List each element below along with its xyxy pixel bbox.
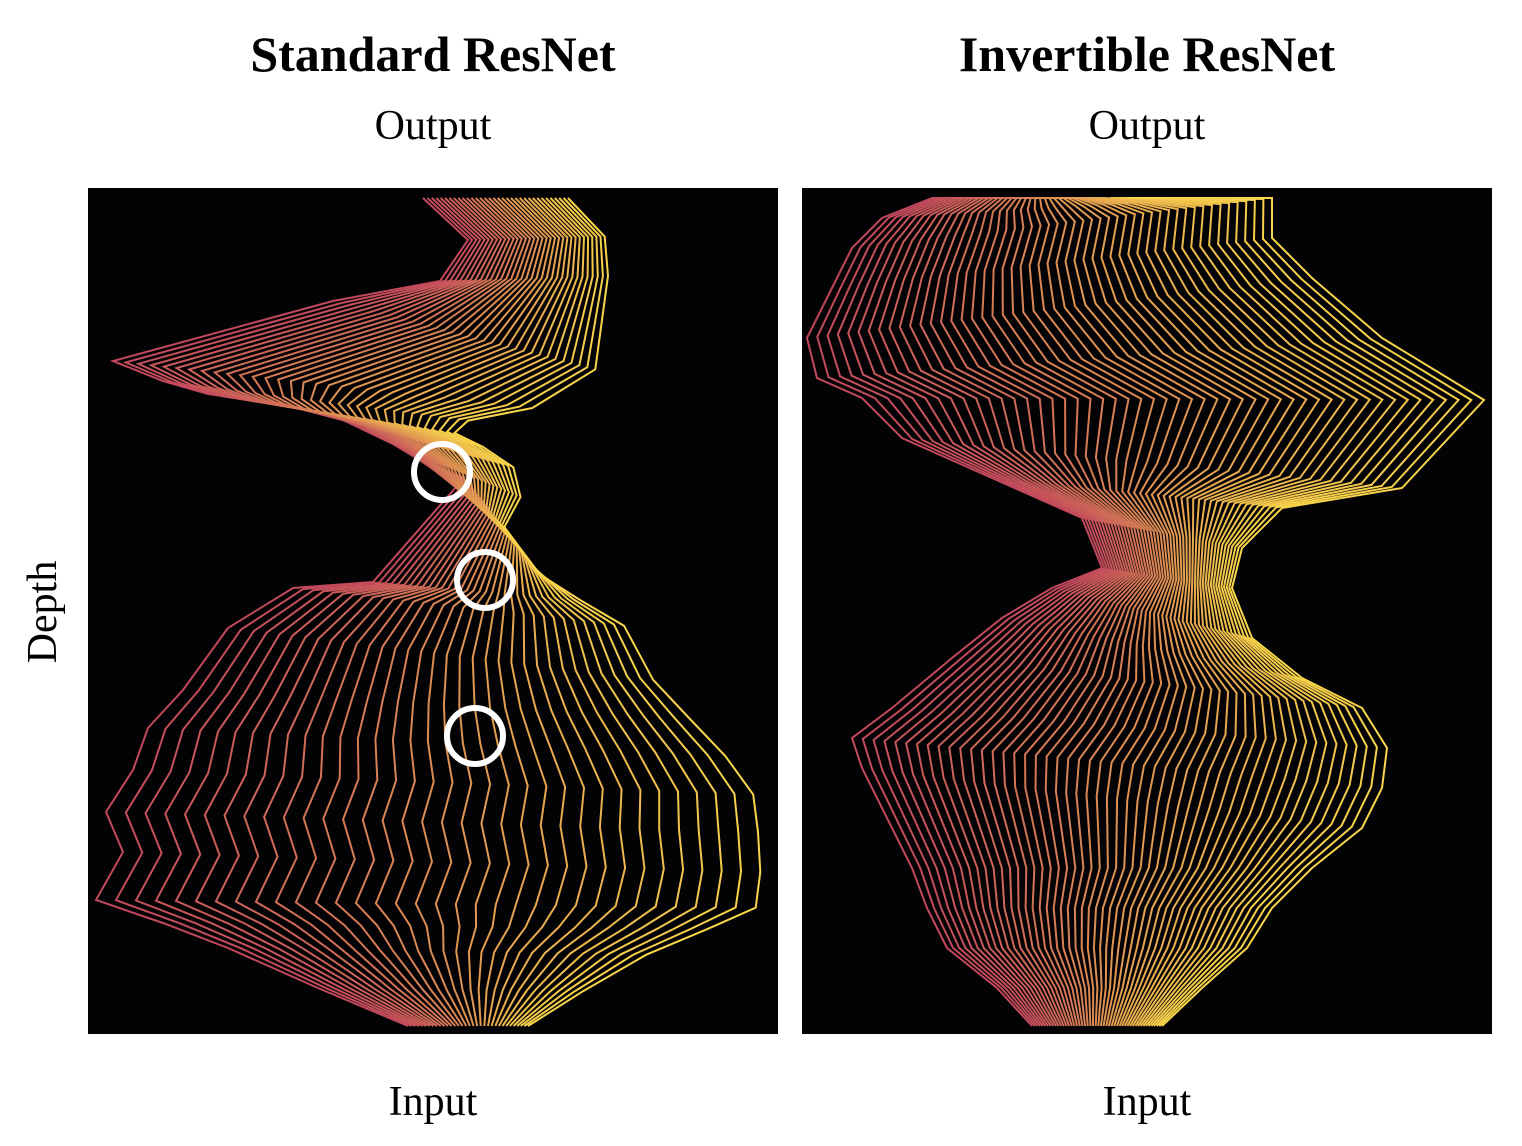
standard-trajectory (309, 197, 536, 1027)
standard-trajectory (430, 197, 704, 1027)
standard-trajectory (401, 197, 627, 1027)
invertible-trajectory (939, 197, 1138, 1027)
merge-point-circle-marker (444, 705, 506, 767)
standard-trajectory (337, 197, 548, 1027)
invertible-trajectory (1127, 197, 1461, 1027)
standard-trajectory (225, 197, 507, 1027)
invertible-trajectory (1117, 197, 1397, 1027)
invertible-trajectory (1067, 197, 1232, 1027)
invertible-trajectory (1077, 197, 1257, 1027)
invertible-trajectory (1132, 197, 1486, 1027)
invertible-trajectory (1100, 197, 1321, 1027)
invertible-trajectory (981, 197, 1149, 1027)
standard-trajectory (355, 197, 557, 1027)
invertible-trajectory (1113, 197, 1372, 1027)
standard-input-label: Input (388, 1079, 478, 1125)
invertible-trajectory (826, 197, 1109, 1027)
invertible-trajectory (878, 197, 1122, 1027)
standard-resnet-panel (88, 188, 778, 1034)
invertible-trajectory (1125, 197, 1448, 1027)
invertible-trajectory (1086, 197, 1283, 1027)
invertible-trajectory (1010, 197, 1157, 1027)
standard-trajectory (318, 197, 540, 1027)
invertible-resnet-panel (802, 188, 1492, 1034)
standard-trajectory (94, 197, 470, 1027)
standard-trajectory (328, 197, 544, 1027)
invertible-trajectory (991, 197, 1151, 1027)
standard-trajectory (300, 197, 532, 1027)
invertible-trajectory (1051, 197, 1194, 1027)
standard-trajectory (251, 197, 515, 1027)
standard-trajectory (383, 197, 588, 1027)
invertible-trajectory (960, 197, 1143, 1027)
standard-trajectory (445, 197, 743, 1027)
invertible-trajectory (898, 197, 1128, 1027)
standard-trajectory (452, 197, 762, 1027)
invertible-trajectory (888, 197, 1125, 1027)
invertible-trajectory (970, 197, 1146, 1027)
invertible-trajectory (1043, 197, 1168, 1027)
standard-trajectory (438, 197, 723, 1027)
invertible-trajectory (1105, 197, 1334, 1027)
invertible-trajectories-plot (805, 197, 1486, 1027)
standard-trajectory (393, 197, 607, 1027)
invertible-trajectory (847, 197, 1114, 1027)
standard-trajectory (199, 197, 499, 1027)
invertible-trajectory (1081, 197, 1270, 1027)
invertible-trajectory (1096, 197, 1308, 1027)
depth-axis-label: Depth (20, 560, 66, 664)
invertible-trajectory (1019, 197, 1159, 1027)
standard-trajectory (415, 197, 665, 1027)
standard-trajectory (346, 197, 552, 1027)
invertible-trajectory (805, 197, 1104, 1027)
invertible-trajectory (1115, 197, 1384, 1027)
merge-point-circle-marker (454, 549, 516, 611)
invertible-trajectory (857, 197, 1117, 1027)
invertible-trajectory (836, 197, 1112, 1027)
invertible-trajectory (1109, 197, 1346, 1027)
merge-point-circle-marker (411, 441, 473, 503)
standard-trajectory (264, 197, 519, 1027)
standard-trajectory (161, 197, 486, 1027)
invertible-trajectory (919, 197, 1133, 1027)
invertible-output-label: Output (1088, 103, 1206, 149)
standard-trajectory (374, 197, 569, 1027)
invertible-trajectory (1121, 197, 1423, 1027)
standard-trajectory (238, 197, 511, 1027)
standard-trajectory (423, 197, 685, 1027)
standard-trajectory (114, 197, 474, 1027)
standard-trajectory (408, 197, 646, 1027)
invertible-trajectory (909, 197, 1130, 1027)
invertible-trajectory (867, 197, 1120, 1027)
standard-output-label: Output (374, 103, 492, 149)
invertible-trajectory (1123, 197, 1435, 1027)
standard-resnet-title: Standard ResNet (250, 26, 616, 82)
invertible-trajectory (1037, 197, 1165, 1027)
invertible-resnet-title: Invertible ResNet (958, 26, 1336, 82)
standard-trajectory (276, 197, 523, 1027)
invertible-trajectory (1001, 197, 1154, 1027)
standard-trajectory (186, 197, 495, 1027)
standard-trajectories-plot (94, 197, 762, 1027)
standard-trajectory (173, 197, 490, 1027)
invertible-input-label: Input (1102, 1079, 1192, 1125)
invertible-trajectory (1055, 197, 1206, 1027)
invertible-trajectory (1072, 197, 1245, 1027)
invertible-trajectory (816, 197, 1106, 1027)
invertible-trajectory (1091, 197, 1295, 1027)
standard-trajectory (134, 197, 478, 1027)
invertible-trajectory (1060, 197, 1219, 1027)
invertible-trajectory (1119, 197, 1410, 1027)
invertible-trajectory (1130, 197, 1473, 1027)
invertible-trajectory (950, 197, 1141, 1027)
standard-trajectory (212, 197, 503, 1027)
invertible-trajectory (1047, 197, 1181, 1027)
standard-trajectory (148, 197, 482, 1027)
invertible-trajectory (1028, 197, 1162, 1027)
invertible-trajectory (1111, 197, 1359, 1027)
invertible-trajectory (929, 197, 1135, 1027)
